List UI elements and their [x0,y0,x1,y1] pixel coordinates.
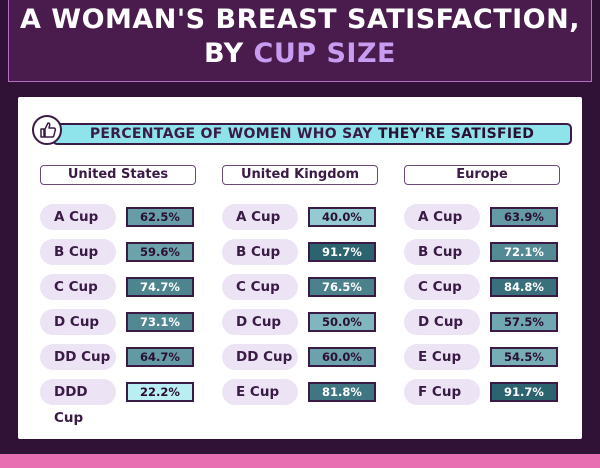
satisfaction-value: 54.5% [490,347,558,367]
satisfaction-value: 40.0% [308,207,376,227]
thumbs-up-icon [32,115,62,145]
region-column: Europe A Cup 63.9% B Cup 72.1% C Cup 84.8% D Cu… [404,165,560,412]
satisfaction-panel: PERCENTAGE OF WOMEN WHO SAY THEY'RE SATI… [18,97,582,439]
table-row: A Cup 62.5% [40,202,196,237]
cup-label: DDD Cup [40,379,116,426]
banner-prefix: PERCENTAGE OF WOMEN WHO SAY [89,126,378,142]
cup-label: E Cup [222,379,298,405]
table-row: DD Cup 60.0% [222,342,378,377]
satisfaction-value: 64.7% [126,347,194,367]
region-column: United States A Cup 62.5% B Cup 59.6% C Cup 74… [40,165,196,426]
chart-title-banner: PERCENTAGE OF WOMEN WHO SAY THEY'RE SATI… [52,123,572,145]
cup-label: DD Cup [40,344,116,370]
cup-label: E Cup [404,344,480,370]
cup-label: A Cup [404,204,480,230]
cup-label: B Cup [404,239,480,265]
satisfaction-value: 84.8% [490,277,558,297]
cup-label: B Cup [40,239,116,265]
cup-label: D Cup [40,309,116,335]
title-highlight: CUP SIZE [253,38,396,69]
cup-label: C Cup [40,274,116,300]
title-line-2: BY CUP SIZE [9,38,591,69]
cup-label: D Cup [404,309,480,335]
satisfaction-value: 59.6% [126,242,194,262]
satisfaction-value: 57.5% [490,312,558,332]
table-row: D Cup 50.0% [222,307,378,342]
cup-label: F Cup [404,379,480,405]
cup-label: C Cup [222,274,298,300]
table-row: B Cup 72.1% [404,237,560,272]
satisfaction-value: 50.0% [308,312,376,332]
satisfaction-value: 74.7% [126,277,194,297]
cup-rows: A Cup 62.5% B Cup 59.6% C Cup 74.7% D Cup 73.1%… [40,202,196,426]
cup-label: D Cup [222,309,298,335]
table-row: A Cup 63.9% [404,202,560,237]
region-header: Europe [404,165,560,185]
title-prefix: BY [203,38,254,69]
table-row: C Cup 74.7% [40,272,196,307]
table-row: E Cup 81.8% [222,377,378,412]
satisfaction-value: 91.7% [490,382,558,402]
satisfaction-value: 91.7% [308,242,376,262]
table-row: C Cup 76.5% [222,272,378,307]
cup-label: C Cup [404,274,480,300]
satisfaction-value: 76.5% [308,277,376,297]
cup-label: A Cup [40,204,116,230]
table-row: DD Cup 64.7% [40,342,196,377]
footer-strip [0,454,600,468]
satisfaction-value: 63.9% [490,207,558,227]
title-header: A WOMAN'S BREAST SATISFACTION, BY CUP SI… [8,0,592,82]
table-row: D Cup 57.5% [404,307,560,342]
title-line-1: A WOMAN'S BREAST SATISFACTION, [20,4,580,35]
table-row: DDD Cup 22.2% [40,377,196,426]
cup-label: B Cup [222,239,298,265]
table-row: B Cup 59.6% [40,237,196,272]
satisfaction-value: 73.1% [126,312,194,332]
table-row: B Cup 91.7% [222,237,378,272]
satisfaction-value: 72.1% [490,242,558,262]
table-row: C Cup 84.8% [404,272,560,307]
satisfaction-value: 62.5% [126,207,194,227]
satisfaction-value: 60.0% [308,347,376,367]
banner-emphasis: THEY'RE SATISFIED [377,126,535,142]
region-header: United States [40,165,196,185]
satisfaction-value: 81.8% [308,382,376,402]
cup-rows: A Cup 40.0% B Cup 91.7% C Cup 76.5% D Cup 50.0%… [222,202,378,412]
table-row: F Cup 91.7% [404,377,560,412]
table-row: E Cup 54.5% [404,342,560,377]
satisfaction-value: 22.2% [126,382,194,402]
cup-label: DD Cup [222,344,298,370]
cup-label: A Cup [222,204,298,230]
table-row: A Cup 40.0% [222,202,378,237]
region-column: United Kingdom A Cup 40.0% B Cup 91.7% C Cup 7… [222,165,378,412]
region-header: United Kingdom [222,165,378,185]
cup-rows: A Cup 63.9% B Cup 72.1% C Cup 84.8% D Cup 57.5%… [404,202,560,412]
table-row: D Cup 73.1% [40,307,196,342]
